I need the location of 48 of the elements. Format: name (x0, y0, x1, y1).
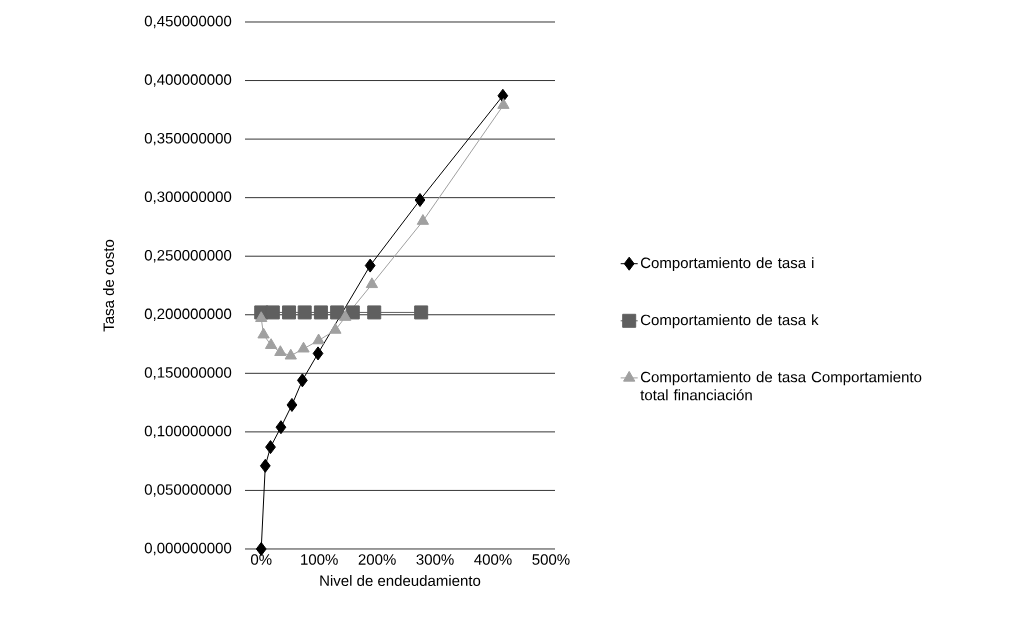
point (297, 373, 308, 388)
y-tick-label: 0,400000000 (144, 74, 232, 87)
point (497, 98, 510, 109)
point (257, 327, 270, 339)
point (416, 214, 430, 225)
point (297, 341, 310, 353)
y-tick-label: 0,450000000 (144, 15, 232, 29)
point (265, 440, 276, 455)
x-tick-label: 200% (358, 554, 396, 565)
y-tick-label: 0,300000000 (144, 191, 232, 204)
y-tick-label: 0,100000000 (144, 425, 232, 439)
x-axis-title: Nivel de endeudamiento (320, 575, 481, 587)
x-tick-label: 0% (250, 554, 272, 565)
point (313, 305, 328, 320)
point (255, 311, 268, 323)
point (497, 88, 509, 103)
point (286, 397, 298, 412)
y-tick-label: 0,050000000 (144, 484, 232, 497)
legend-label: Comportamiento de tasa i (640, 257, 814, 272)
point (414, 305, 429, 320)
y-axis-title: Tasa de costo (103, 239, 115, 332)
y-tick-label: 0,200000000 (144, 308, 232, 321)
x-tick-label: 300% (416, 554, 454, 565)
point (284, 348, 297, 360)
point (275, 420, 287, 435)
point (329, 322, 342, 334)
point (312, 346, 324, 361)
x-tick-label: 500% (532, 554, 570, 565)
point (364, 258, 376, 273)
point (297, 305, 312, 320)
x-tick-label: 100% (301, 554, 338, 565)
point (367, 305, 382, 320)
point (274, 345, 287, 356)
point (339, 310, 352, 321)
legend-label: Comportamiento de tasa k (640, 314, 819, 329)
y-tick-label: 0,250000000 (144, 250, 232, 263)
point (265, 305, 280, 320)
point (312, 333, 325, 345)
point (264, 338, 278, 349)
y-tick-label: 0,350000000 (144, 132, 232, 146)
legend-label: Comportamiento de tasa Comportamiento total financiación (640, 371, 922, 401)
point (365, 277, 379, 289)
y-tick-label: 0,000000000 (144, 542, 232, 556)
x-tick-label: 400% (474, 554, 512, 565)
y-tick-label: 0,150000000 (144, 367, 232, 380)
point (259, 458, 271, 473)
point (414, 192, 426, 207)
point (282, 305, 297, 320)
